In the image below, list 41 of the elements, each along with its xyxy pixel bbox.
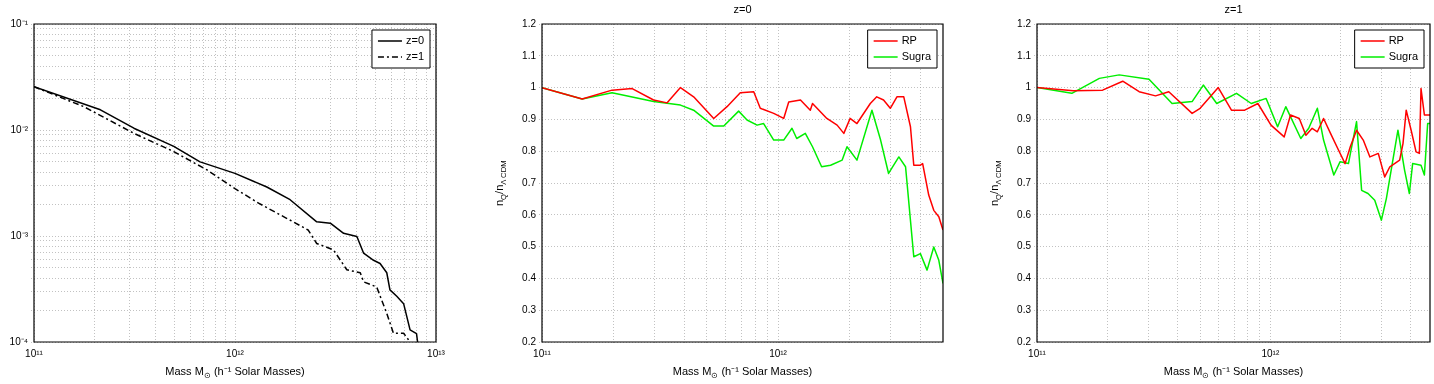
legend-label: Sugra bbox=[1388, 50, 1419, 63]
y-tick-label: 1 bbox=[1025, 81, 1032, 93]
chart-title: z=0 bbox=[733, 3, 752, 16]
y-tick-label: 0.9 bbox=[522, 113, 537, 125]
x-tick-label: 10¹² bbox=[769, 347, 788, 359]
y-tick-label: 0.4 bbox=[1017, 272, 1032, 284]
y-tick-label: 0.2 bbox=[1017, 335, 1032, 347]
y-tick-label: 0.5 bbox=[522, 240, 537, 252]
y-tick-label: 0.4 bbox=[522, 272, 537, 284]
y-tick-label: 1.1 bbox=[1017, 49, 1032, 61]
y-tick-label: 10⁻³ bbox=[10, 229, 29, 241]
x-tick-label: 10¹³ bbox=[427, 347, 446, 359]
y-tick-label: 10⁻⁴ bbox=[9, 335, 28, 347]
y-tick-label: 0.9 bbox=[1017, 113, 1032, 125]
legend-label: Sugra bbox=[901, 50, 932, 63]
x-tick-label: 10¹¹ bbox=[533, 347, 552, 359]
y-tick-label: 10⁻¹ bbox=[10, 17, 29, 29]
y-tick-label: 0.5 bbox=[1017, 240, 1032, 252]
y-tick-label: 1 bbox=[530, 81, 537, 93]
y-tick-label: 0.6 bbox=[522, 208, 537, 220]
y-tick-label: 0.3 bbox=[1017, 303, 1032, 315]
chart-title: z=1 bbox=[1224, 3, 1243, 16]
y-tick-label: 0.6 bbox=[1017, 208, 1032, 220]
legend-label: z=1 bbox=[405, 50, 425, 63]
y-tick-label: 10⁻² bbox=[10, 123, 29, 135]
y-tick-label: 0.3 bbox=[522, 303, 537, 315]
y-tick-label: 0.2 bbox=[522, 335, 537, 347]
x-tick-label: 10¹² bbox=[1261, 347, 1280, 359]
x-tick-label: 10¹² bbox=[226, 347, 245, 359]
y-tick-label: 1.2 bbox=[1017, 17, 1032, 29]
legend-label: RP bbox=[901, 34, 917, 47]
y-tick-label: 0.7 bbox=[1017, 176, 1032, 188]
y-tick-label: 0.8 bbox=[1017, 144, 1032, 156]
y-tick-label: 0.8 bbox=[522, 144, 537, 156]
legend-label: z=0 bbox=[405, 34, 425, 47]
x-tick-label: 10¹¹ bbox=[25, 347, 44, 359]
x-tick-label: 10¹¹ bbox=[1028, 347, 1047, 359]
y-tick-label: 0.7 bbox=[522, 176, 537, 188]
legend-label: RP bbox=[1388, 34, 1404, 47]
y-tick-label: 1.2 bbox=[522, 17, 537, 29]
y-tick-label: 1.1 bbox=[522, 49, 537, 61]
